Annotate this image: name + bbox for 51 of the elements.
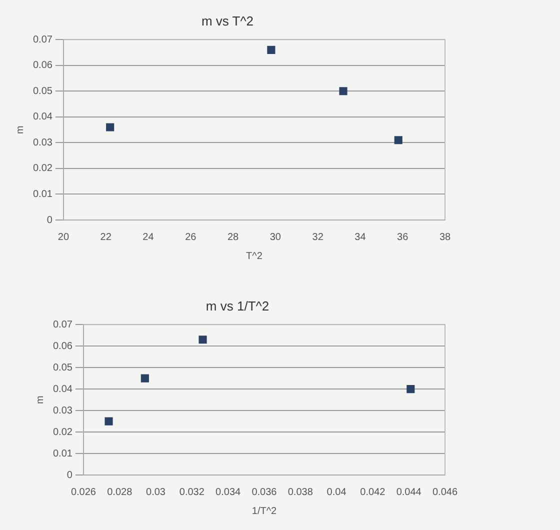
- y-tick-label: 0.07: [32, 34, 53, 46]
- y-tick-label: 0: [46, 214, 53, 226]
- y-axis-title: m: [34, 396, 46, 404]
- x-tick-label: 30: [270, 232, 282, 243]
- y-tick-label: 0.02: [32, 163, 53, 174]
- x-tick-label: 0.044: [396, 486, 422, 498]
- x-tick-label: 28: [227, 232, 240, 243]
- point: [104, 417, 113, 426]
- x-tick-label: 0.026: [70, 486, 96, 498]
- x-tick-label: 0.034: [216, 486, 242, 498]
- point: [267, 46, 276, 54]
- x-tick-label: 0.03: [146, 486, 166, 498]
- y-tick-label: 0.05: [32, 86, 53, 97]
- x-axis-title: T^2: [246, 250, 263, 262]
- y-tick-label: 0.03: [52, 405, 73, 416]
- y-tick-label: 0.02: [52, 426, 73, 438]
- y-tick-label: 0.01: [32, 188, 53, 200]
- x-tick-label: 36: [397, 232, 409, 243]
- x-tick-label: 38: [439, 232, 451, 243]
- y-tick-label: 0.06: [32, 60, 53, 72]
- point: [394, 136, 402, 144]
- y-tick-label: 0.04: [52, 384, 73, 395]
- y-axis-title: m: [14, 126, 26, 134]
- y-tick-label: 0.06: [52, 340, 73, 352]
- x-tick-label: 32: [312, 232, 324, 243]
- x-tick-label: 0.036: [252, 486, 278, 498]
- y-tick-label: 0: [66, 470, 73, 481]
- x-tick-label: 22: [100, 232, 112, 243]
- x-tick-label: 24: [142, 232, 154, 243]
- x-tick-label: 0.032: [179, 486, 205, 498]
- y-tick-label: 0.07: [52, 319, 73, 330]
- y-tick-label: 0.03: [32, 137, 53, 148]
- point: [106, 123, 114, 132]
- y-tick-label: 0.05: [52, 362, 73, 374]
- chart-title: m vs T^2: [201, 13, 254, 28]
- x-tick-label: 0.038: [288, 486, 314, 498]
- x-tick-label: 0.046: [432, 486, 458, 498]
- chart-title: m vs 1/T^2: [206, 298, 270, 314]
- point: [406, 385, 415, 394]
- point: [339, 87, 348, 96]
- x-tick-label: 0.028: [107, 486, 133, 498]
- y-tick-label: 0.01: [52, 448, 73, 460]
- x-tick-label: 0.042: [360, 486, 386, 498]
- x-tick-label: 34: [354, 232, 366, 243]
- point: [198, 336, 207, 344]
- x-tick-label: 0.04: [326, 486, 347, 498]
- point: [140, 374, 149, 382]
- x-tick-label: 20: [58, 232, 70, 243]
- y-tick-label: 0.04: [32, 112, 53, 123]
- x-axis-title: 1/T^2: [252, 506, 278, 517]
- x-tick-label: 26: [185, 232, 197, 243]
